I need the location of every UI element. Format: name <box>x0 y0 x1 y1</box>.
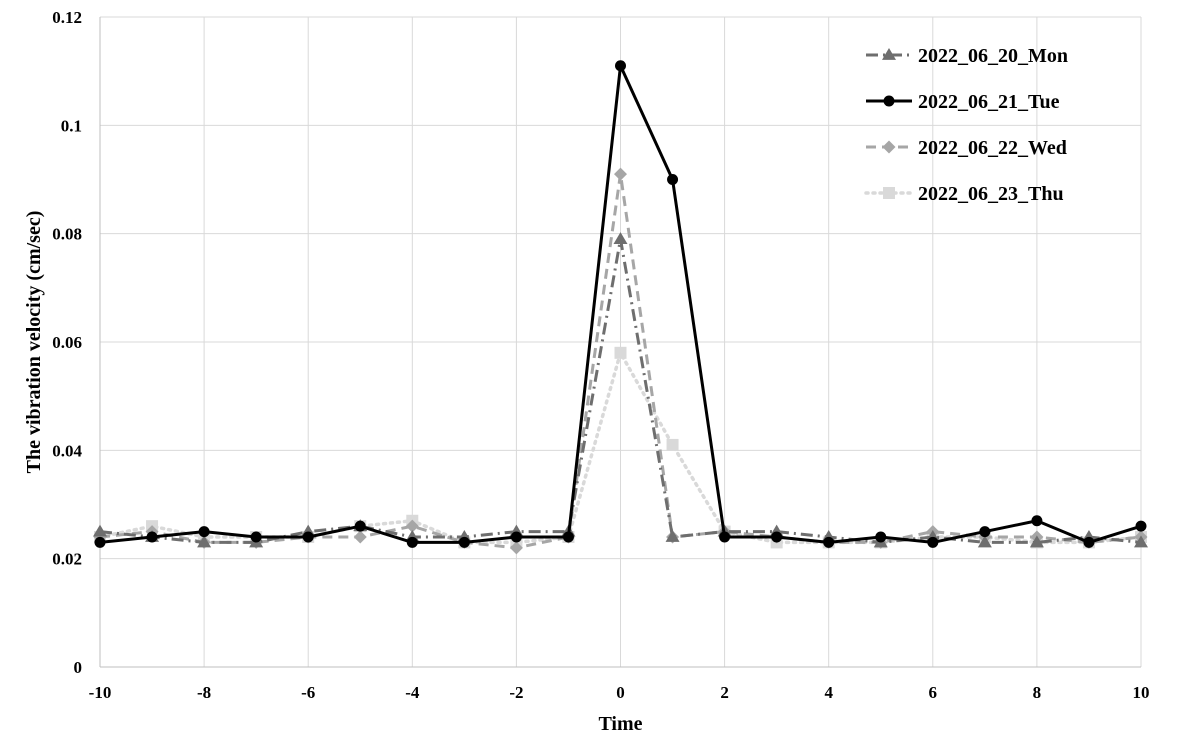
series-layer <box>93 60 1148 555</box>
data-point <box>93 524 107 537</box>
data-point <box>615 60 626 72</box>
data-point <box>771 531 783 543</box>
x-tick-label: 4 <box>824 683 833 702</box>
data-point <box>302 531 314 543</box>
data-point <box>1031 515 1043 527</box>
data-point <box>667 174 679 185</box>
x-tick-label: -6 <box>301 683 315 702</box>
data-point <box>614 167 627 181</box>
legend-marker <box>882 140 896 154</box>
y-tick-label: 0.04 <box>52 441 82 460</box>
x-tick-label: -10 <box>89 683 112 702</box>
x-tick-label: 0 <box>616 683 625 702</box>
data-point <box>979 526 991 538</box>
data-point <box>406 536 418 548</box>
data-point <box>1083 536 1095 548</box>
legend-entry: 2022_06_20_Mon <box>866 45 1068 67</box>
x-tick-label: -2 <box>509 683 523 702</box>
legend-entry: 2022_06_21_Tue <box>866 91 1060 113</box>
x-tick-label: -8 <box>197 683 211 702</box>
data-point <box>458 536 470 548</box>
data-point <box>510 531 522 543</box>
data-point <box>977 535 992 548</box>
legend-label: 2022_06_20_Mon <box>918 45 1068 67</box>
legend-entry: 2022_06_23_Thu <box>864 183 1064 205</box>
data-point <box>198 526 210 538</box>
data-point <box>197 535 212 548</box>
data-point <box>1029 535 1044 548</box>
y-axis-title: The vibration velocity (cm/sec) <box>23 211 45 474</box>
x-tick-label: 10 <box>1133 683 1150 702</box>
data-point <box>1135 520 1147 532</box>
data-point <box>719 531 731 543</box>
y-tick-label: 0.02 <box>52 550 82 569</box>
data-point <box>354 520 366 532</box>
series-2022_06_21_Tue <box>94 60 1147 548</box>
data-point <box>94 536 106 548</box>
legend-entry: 2022_06_22_Wed <box>866 137 1067 159</box>
y-tick-label: 0 <box>74 658 83 677</box>
data-point <box>146 531 158 543</box>
data-point <box>353 530 367 544</box>
x-tick-label: 8 <box>1033 683 1042 702</box>
data-point <box>613 232 628 244</box>
axes: 0 0.02 0.04 0.06 0.08 0.1 0.12 -10 -8 -6 -4 -2 0 2 4 6 8… <box>52 8 1149 702</box>
y-tick-label: 0.06 <box>52 333 82 352</box>
legend-label: 2022_06_23_Thu <box>918 183 1064 205</box>
data-point <box>250 531 262 543</box>
grid <box>100 16 1142 667</box>
data-point <box>665 530 680 542</box>
data-point <box>405 519 419 533</box>
data-point <box>562 531 574 543</box>
legend-label: 2022_06_22_Wed <box>918 137 1067 159</box>
legend-label: 2022_06_21_Tue <box>918 91 1060 113</box>
legend: 2022_06_20_Mon 2022_06_21_Tue 2022_06_22_W… <box>864 45 1068 205</box>
data-point <box>823 536 835 548</box>
data-point <box>666 438 679 451</box>
legend-marker <box>883 95 895 107</box>
data-point <box>875 531 887 543</box>
y-tick-label: 0.12 <box>52 8 82 27</box>
x-axis-title: Time <box>598 713 642 735</box>
x-tick-label: -4 <box>405 683 420 702</box>
data-point <box>614 346 627 359</box>
data-point <box>1134 535 1148 548</box>
y-tick-label: 0.1 <box>61 116 82 135</box>
x-tick-label: 2 <box>720 683 729 702</box>
legend-marker <box>883 187 895 199</box>
data-point <box>927 536 939 548</box>
legend-marker <box>882 48 896 60</box>
data-point <box>509 541 523 555</box>
x-tick-label: 6 <box>929 683 938 702</box>
y-tick-label: 0.08 <box>52 225 82 244</box>
